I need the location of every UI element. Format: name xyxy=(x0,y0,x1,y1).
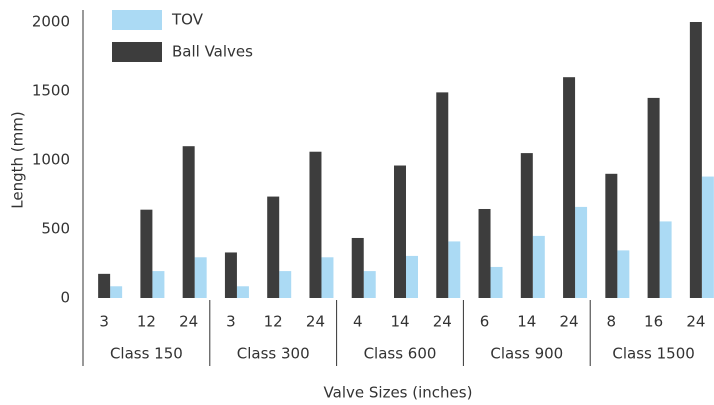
group-label: Class 600 xyxy=(364,345,437,363)
x-tick-label: 24 xyxy=(433,313,452,331)
bar xyxy=(647,97,660,299)
bar xyxy=(689,22,702,298)
y-tick-label: 500 xyxy=(41,220,70,238)
bar xyxy=(224,252,237,298)
bar xyxy=(617,250,630,298)
y-axis-title: Length (mm) xyxy=(9,111,27,208)
bar xyxy=(478,208,491,298)
bar xyxy=(309,151,322,298)
x-tick-label: 24 xyxy=(179,313,198,331)
bar xyxy=(490,266,503,298)
group-label: Class 300 xyxy=(237,345,310,363)
bar xyxy=(152,271,165,298)
bar xyxy=(236,286,249,298)
bar xyxy=(110,286,123,298)
x-tick-label: 24 xyxy=(306,313,325,331)
bar xyxy=(363,271,376,298)
bar xyxy=(140,209,153,298)
legend-swatch xyxy=(112,10,162,30)
bar xyxy=(563,77,576,298)
bar xyxy=(532,235,545,298)
x-tick-label: 14 xyxy=(390,313,409,331)
bar xyxy=(98,273,111,298)
bar xyxy=(182,146,195,298)
group-label: Class 900 xyxy=(490,345,563,363)
bar xyxy=(575,206,588,298)
x-tick-label: 16 xyxy=(644,313,663,331)
bar xyxy=(701,176,714,298)
bar xyxy=(267,196,280,298)
bar xyxy=(659,221,672,298)
group-label: Class 150 xyxy=(110,345,183,363)
y-tick-label: 0 xyxy=(60,289,70,307)
x-axis-title: Valve Sizes (inches) xyxy=(324,384,473,402)
x-tick-label: 3 xyxy=(226,313,236,331)
y-tick-label: 1500 xyxy=(32,82,70,100)
x-tick-label: 3 xyxy=(99,313,109,331)
bar xyxy=(194,257,207,298)
y-tick-label: 1000 xyxy=(32,151,70,169)
x-tick-label: 12 xyxy=(264,313,283,331)
y-tick-label: 2000 xyxy=(32,13,70,31)
x-tick-label: 8 xyxy=(607,313,617,331)
x-tick-label: 12 xyxy=(137,313,156,331)
bar xyxy=(321,257,334,298)
bar xyxy=(279,271,292,298)
x-tick-label: 4 xyxy=(353,313,363,331)
bar xyxy=(520,153,533,298)
bar xyxy=(394,165,406,298)
bar xyxy=(448,241,461,298)
legend-swatch xyxy=(112,42,162,62)
x-tick-label: 14 xyxy=(517,313,536,331)
x-tick-label: 24 xyxy=(686,313,705,331)
legend-label: Ball Valves xyxy=(172,43,253,61)
bar xyxy=(351,237,364,298)
x-tick-label: 24 xyxy=(560,313,579,331)
bar xyxy=(605,173,618,298)
bar xyxy=(406,255,418,298)
group-label: Class 1500 xyxy=(612,345,694,363)
x-tick-label: 6 xyxy=(480,313,490,331)
bar xyxy=(436,92,449,298)
legend-label: TOV xyxy=(171,11,204,29)
